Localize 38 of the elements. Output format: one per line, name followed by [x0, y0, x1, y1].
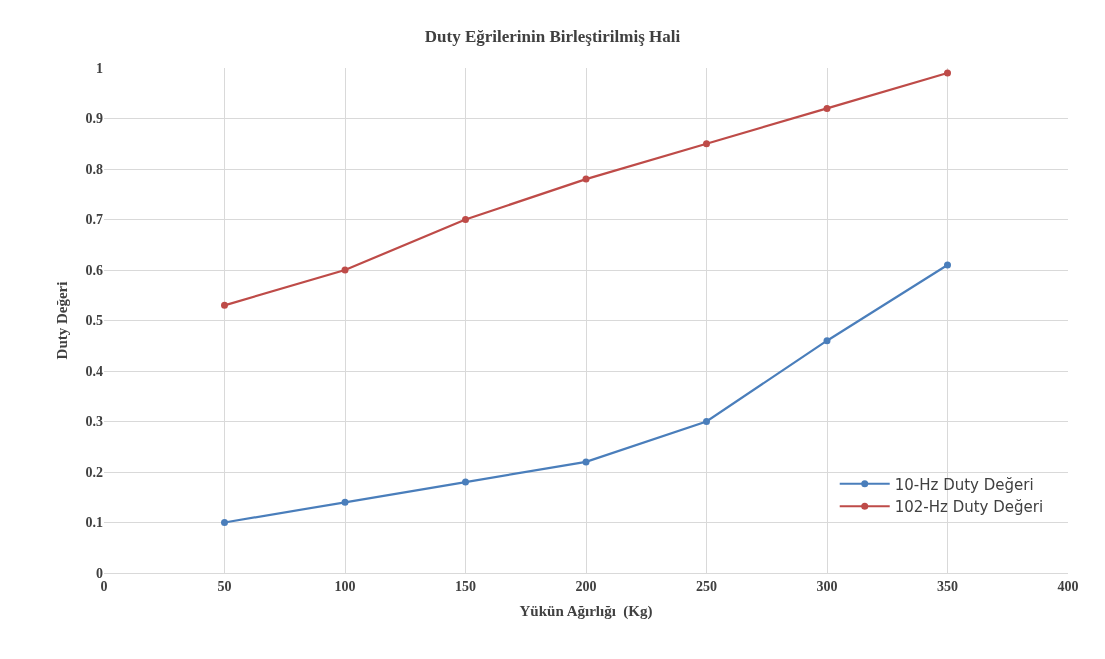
- point: [944, 261, 951, 269]
- y-tick-label: 0.7: [85, 212, 103, 228]
- legend-label: 10-Hz Duty Değeri: [894, 475, 1034, 494]
- x-axis-title: Yükün Ağırlığı (Kg): [519, 602, 653, 620]
- point: [341, 266, 349, 274]
- x-tick-label: 200: [575, 578, 597, 594]
- point: [582, 458, 590, 466]
- y-tick-label: 0.5: [85, 313, 103, 329]
- point: [462, 478, 469, 486]
- point: [221, 301, 228, 309]
- x-tick-label: 350: [937, 578, 958, 594]
- point: [703, 140, 710, 148]
- x-tick-label: 150: [455, 578, 476, 594]
- y-tick-label: 0.8: [85, 161, 103, 177]
- x-tick-label: 400: [1057, 578, 1079, 594]
- point: [944, 69, 951, 77]
- y-tick-label: 1: [96, 60, 103, 76]
- point: [823, 104, 831, 112]
- y-tick-label: 0.4: [85, 363, 103, 379]
- point: [341, 498, 349, 506]
- y-tick-label: 0.6: [85, 262, 103, 278]
- point: [582, 175, 590, 183]
- point: [823, 337, 831, 345]
- point: [462, 216, 469, 223]
- x-tick-label: 50: [217, 578, 232, 594]
- y-tick-label: 0: [96, 565, 103, 581]
- y-tick-label: 0.9: [85, 111, 103, 127]
- y-axis-title: Duty Değeri: [53, 281, 70, 360]
- y-tick-label: 0.1: [85, 515, 103, 531]
- chart-title: Duty Eğrilerinin Birleştirilmiş Hali: [424, 26, 681, 46]
- x-tick-label: 100: [334, 578, 356, 594]
- y-tick-label: 0.3: [85, 414, 103, 430]
- legend-label: 102-Hz Duty Değeri: [894, 498, 1044, 517]
- x-tick-label: 250: [696, 578, 717, 594]
- y-tick-label: 0.2: [85, 464, 103, 480]
- x-tick-label: 300: [816, 578, 838, 594]
- point: [703, 418, 710, 425]
- point: [221, 519, 228, 526]
